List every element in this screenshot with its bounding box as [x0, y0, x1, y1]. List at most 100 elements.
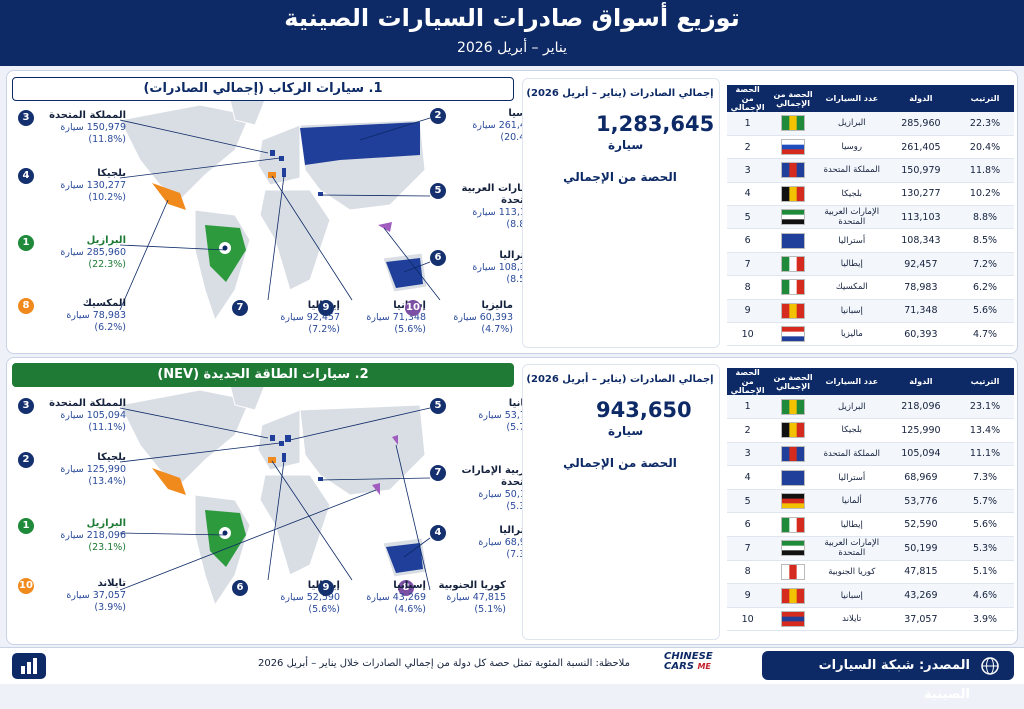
- count: 50,199: [505, 489, 538, 500]
- flag: [781, 445, 806, 462]
- table-row: 1 البرازيل 285,960 22.3%: [727, 112, 1014, 136]
- country-highlight: [300, 122, 420, 165]
- leader-line: [119, 199, 169, 311]
- share: (7.2%): [308, 324, 340, 335]
- flag-stripe: [782, 219, 805, 225]
- count: 52,590: [306, 592, 340, 603]
- leader-line: [119, 489, 377, 591]
- country-highlight: [270, 150, 275, 156]
- unit: سيارة: [446, 592, 470, 603]
- count-line: 53,776 سيارة: [450, 410, 538, 422]
- flag-stripe: [789, 564, 798, 579]
- flag-stripe: [782, 546, 805, 551]
- flag-stripe: [782, 140, 805, 146]
- flag-stripe: [789, 470, 798, 485]
- flag: [781, 279, 806, 296]
- total-label: إجمالي الصادرات (يناير – أبريل 2026): [526, 88, 714, 99]
- rank-cell: 3: [727, 158, 769, 183]
- rank-cell: 4: [727, 465, 769, 490]
- callout-text: كوريا الجنوبية 47,815 سيارة (5.1%): [418, 580, 506, 616]
- rank-cell: 2: [727, 135, 769, 160]
- share-cell: 11.8%: [956, 158, 1014, 183]
- unit: سيارة: [478, 489, 502, 500]
- share: (5.6%): [394, 324, 426, 335]
- country-cell: المكسيك: [817, 275, 886, 300]
- rank-badge: 1: [18, 518, 34, 534]
- share: (11.1%): [88, 422, 126, 433]
- share-cell: 5.3%: [956, 536, 1014, 561]
- table-row: 5 الإمارات العربية المتحدة 113,103 8.8%: [727, 205, 1014, 230]
- count: 261,405: [498, 120, 538, 131]
- flag-stripe: [782, 588, 790, 603]
- rank-badge: 3: [18, 398, 34, 414]
- callout: 9 إسبانيا 43,269 سيارة (4.6%): [318, 580, 428, 616]
- flag-stripe: [796, 163, 805, 178]
- globe-icon: [981, 657, 999, 675]
- count-cell: 130,277: [885, 182, 957, 207]
- callout-text: المكسيك 78,983 سيارة (6.2%): [38, 298, 126, 334]
- count-cell: 43,269: [885, 583, 957, 608]
- count-cell: 150,979: [885, 158, 957, 183]
- unit: سيارة: [472, 262, 496, 273]
- subtitle: يناير – أبريل 2026: [456, 40, 567, 56]
- leader-line: [383, 227, 441, 301]
- count-line: 37,057 سيارة: [38, 590, 126, 602]
- flag-stripe: [789, 303, 798, 318]
- rank-badge: 6: [232, 580, 248, 596]
- count-line: 261,405 سيارة: [450, 120, 538, 132]
- flag-cell: [768, 158, 818, 183]
- flag-cell: [768, 275, 818, 300]
- unit: سيارة: [472, 120, 496, 131]
- unit: سيارة: [472, 207, 496, 218]
- leader-line: [119, 407, 269, 439]
- flag: [781, 302, 806, 319]
- leader-line: [359, 117, 431, 141]
- note: ملاحظة: النسبة المئوية تمثل حصة كل دولة …: [257, 658, 630, 669]
- rank-cell: 8: [727, 560, 769, 585]
- share: (13.4%): [88, 476, 126, 487]
- count-line: 71,348 سيارة: [338, 312, 426, 324]
- flag-stripe: [782, 214, 805, 220]
- flag-stripe: [782, 423, 790, 438]
- flag: [781, 493, 806, 510]
- country-cell: ماليزيا: [817, 322, 886, 347]
- rank-badge: 5: [430, 183, 446, 199]
- continent: [257, 409, 301, 471]
- callout-text: بلجيكا 130,277 سيارة (10.2%): [38, 168, 126, 204]
- callout-text: تايلاند 37,057 سيارة (3.9%): [38, 578, 126, 614]
- column-header: الحصة من الإجمالي: [768, 368, 818, 395]
- country-name: تايلاند: [97, 578, 126, 589]
- count: 71,348: [392, 312, 426, 323]
- rank-cell: 7: [727, 536, 769, 561]
- continent: [259, 189, 331, 291]
- share: (4.6%): [394, 604, 426, 615]
- share-cell: 7.2%: [956, 252, 1014, 277]
- table-row: 5 ألمانيا 53,776 5.7%: [727, 489, 1014, 514]
- rank-badge: 8: [18, 298, 34, 314]
- share-cell: 7.3%: [956, 465, 1014, 490]
- table-row: 7 إيطاليا 92,457 7.2%: [727, 252, 1014, 277]
- count-cell: 92,457: [885, 252, 957, 277]
- flag-cell: [768, 112, 818, 136]
- flag-cell: [768, 205, 818, 230]
- flag: [781, 563, 806, 580]
- country-name: المملكة المتحدة: [49, 398, 126, 409]
- flag-stripe: [782, 621, 805, 627]
- country-highlight: [279, 441, 284, 446]
- total: 1,283,645: [596, 112, 715, 136]
- country-highlight: [268, 172, 276, 178]
- share-title: الحصة من الإجمالي: [563, 456, 677, 470]
- country-highlight: [372, 483, 380, 495]
- flag-cell: [768, 182, 818, 207]
- unit: سيارة: [366, 592, 390, 603]
- column-header: الحصة من الإجمالي: [727, 85, 769, 112]
- rank-cell: 7: [727, 252, 769, 277]
- section-title: 2. سيارات الطاقة الجديدة (NEV): [12, 363, 514, 387]
- flag: [781, 139, 806, 156]
- country-cell: كوريا الجنوبية: [817, 560, 886, 585]
- country-name: أستراليا: [499, 250, 538, 261]
- country-highlight: [282, 453, 286, 462]
- flag-stripe: [782, 257, 790, 272]
- rank-cell: 6: [727, 512, 769, 538]
- flag-cell: [768, 536, 818, 561]
